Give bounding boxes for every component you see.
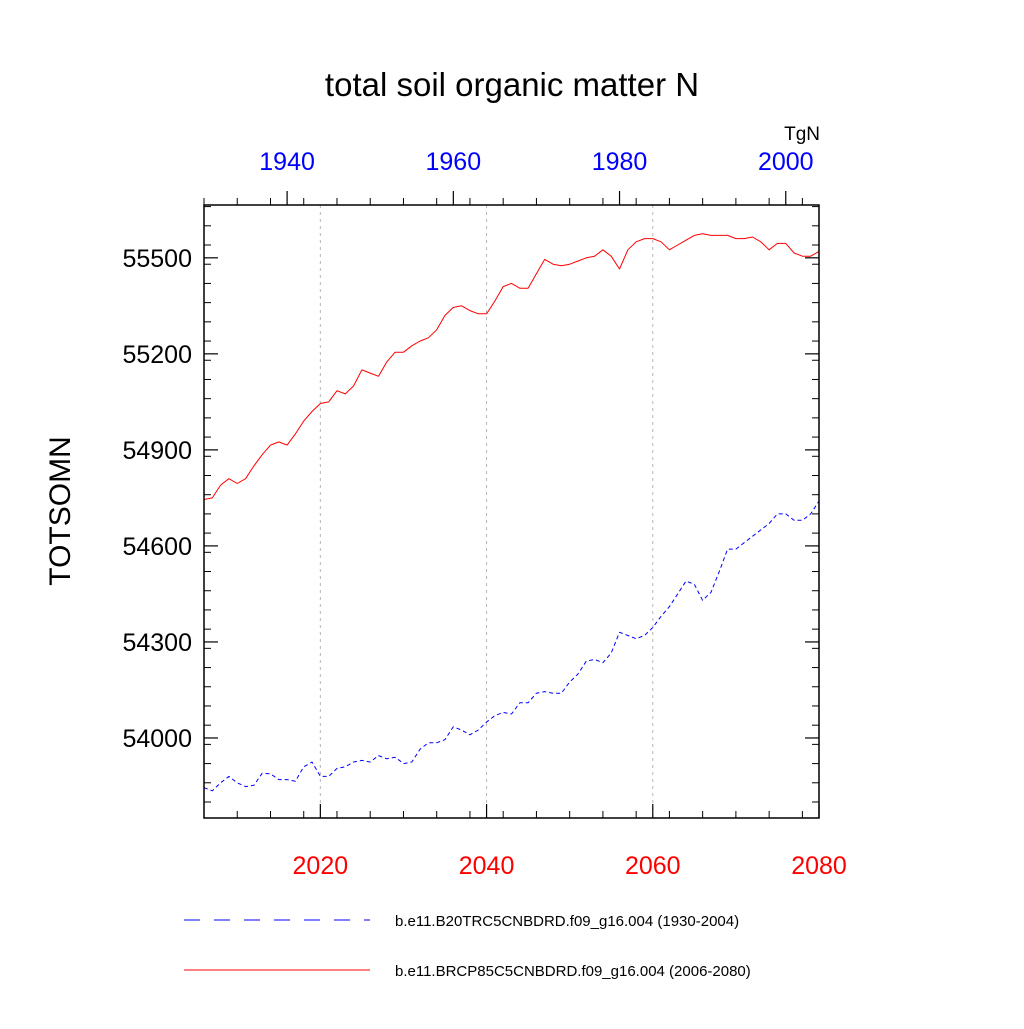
x-bottom-tick-label: 2020 bbox=[293, 852, 349, 880]
x-top-tick-label: 1940 bbox=[259, 148, 315, 176]
x-top-tick-label: 1980 bbox=[592, 148, 648, 176]
plot-frame bbox=[203, 204, 820, 819]
chart-title: total soil organic matter N bbox=[325, 66, 699, 103]
plot-series bbox=[203, 233, 820, 792]
y-tick-label: 55200 bbox=[122, 341, 192, 369]
x-bottom-tick-label: 2060 bbox=[625, 852, 681, 880]
legend: b.e11.B20TRC5CNBDRD.f09_g16.004 (1930-20… bbox=[184, 913, 751, 980]
x-bottom-tick-label: 2040 bbox=[459, 852, 515, 880]
y-tick-label: 55500 bbox=[122, 245, 192, 273]
y-tick-label: 54900 bbox=[122, 437, 192, 465]
series-line-rcp85 bbox=[203, 233, 820, 500]
x-top-tick-label: 2000 bbox=[758, 148, 814, 176]
series-line-historical bbox=[203, 500, 820, 792]
legend-label: b.e11.B20TRC5CNBDRD.f09_g16.004 (1930-20… bbox=[395, 913, 739, 930]
legend-label: b.e11.BRCP85C5CNBDRD.f09_g16.004 (2006-2… bbox=[395, 963, 751, 980]
x-top-tick-label: 1960 bbox=[426, 148, 482, 176]
y-tick-label: 54000 bbox=[122, 725, 192, 753]
x-bottom-tick-label: 2080 bbox=[791, 852, 847, 880]
grid-lines bbox=[319, 205, 654, 818]
y-axis-label: TOTSOMN bbox=[44, 436, 77, 585]
axes: 54000 54300 54600 54900 55200 55500 2020 2040 20… bbox=[122, 148, 846, 880]
units-label: TgN bbox=[784, 124, 820, 145]
y-tick-label: 54600 bbox=[122, 533, 192, 561]
y-tick-label: 54300 bbox=[122, 629, 192, 657]
